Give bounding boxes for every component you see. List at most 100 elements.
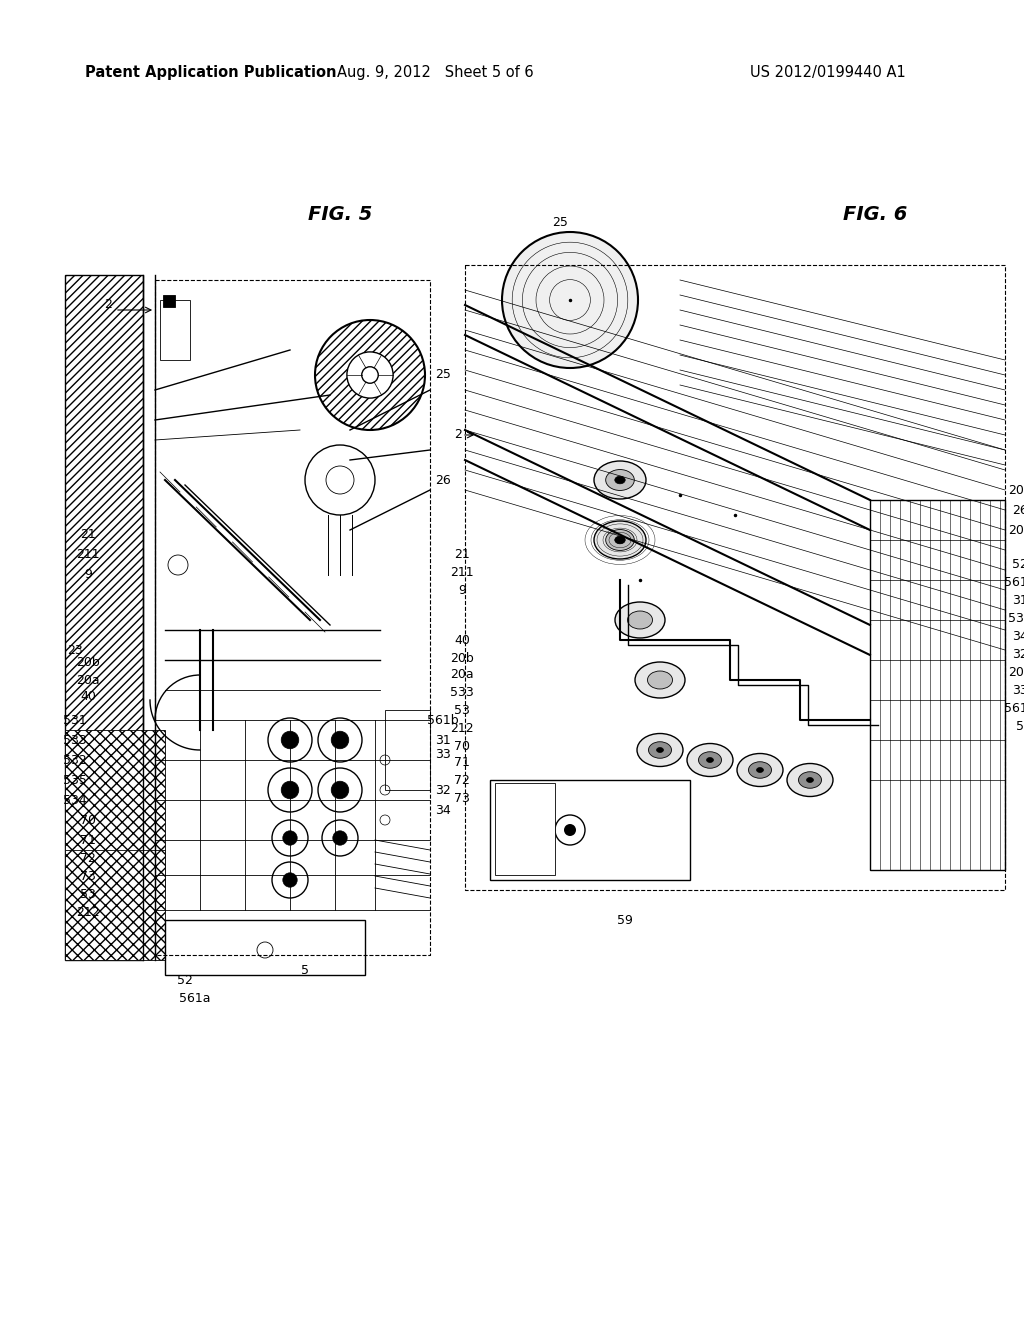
Text: 25: 25	[435, 368, 451, 381]
Text: 20b: 20b	[451, 652, 474, 664]
Text: 26: 26	[435, 474, 451, 487]
Circle shape	[283, 830, 297, 845]
Ellipse shape	[687, 743, 733, 776]
Text: 561b: 561b	[1005, 577, 1024, 590]
Ellipse shape	[647, 671, 673, 689]
Text: 533: 533	[451, 685, 474, 698]
Ellipse shape	[614, 536, 626, 544]
Ellipse shape	[635, 663, 685, 698]
Bar	[495, 783, 555, 875]
Text: 2: 2	[104, 297, 112, 310]
Text: 71: 71	[454, 756, 470, 770]
Text: 32: 32	[435, 784, 451, 796]
Text: 70: 70	[80, 813, 96, 826]
Text: 5: 5	[301, 964, 309, 977]
Ellipse shape	[799, 772, 821, 788]
Bar	[163, 294, 175, 308]
Circle shape	[318, 768, 362, 812]
Ellipse shape	[737, 754, 783, 787]
Text: 31: 31	[435, 734, 451, 747]
Ellipse shape	[787, 763, 833, 796]
Circle shape	[268, 718, 312, 762]
Ellipse shape	[594, 521, 646, 558]
Text: 211: 211	[76, 549, 99, 561]
Ellipse shape	[637, 734, 683, 767]
Ellipse shape	[707, 758, 714, 763]
Text: 212: 212	[76, 906, 99, 919]
Ellipse shape	[749, 762, 771, 779]
Text: Patent Application Publication: Patent Application Publication	[85, 65, 337, 79]
Bar	[870, 500, 1005, 870]
Ellipse shape	[615, 602, 665, 638]
Text: 531: 531	[63, 714, 87, 726]
Text: 211: 211	[451, 565, 474, 578]
Text: 20a: 20a	[1009, 665, 1024, 678]
Text: 34: 34	[1012, 630, 1024, 643]
Bar	[490, 780, 690, 880]
Text: Aug. 9, 2012   Sheet 5 of 6: Aug. 9, 2012 Sheet 5 of 6	[337, 65, 534, 79]
Text: 9: 9	[458, 583, 466, 597]
Circle shape	[318, 718, 362, 762]
Circle shape	[331, 781, 349, 799]
Text: 9: 9	[84, 569, 92, 582]
Circle shape	[282, 781, 299, 799]
Text: 26: 26	[1012, 503, 1024, 516]
Circle shape	[326, 466, 354, 494]
Text: 31: 31	[1012, 594, 1024, 606]
Text: 20a: 20a	[1009, 524, 1024, 536]
Ellipse shape	[698, 752, 722, 768]
Ellipse shape	[606, 529, 634, 550]
Circle shape	[282, 731, 299, 748]
Text: 23: 23	[68, 644, 83, 656]
Bar	[65, 275, 143, 960]
Text: 73: 73	[80, 870, 96, 883]
Text: 5: 5	[1016, 719, 1024, 733]
Bar	[65, 850, 165, 960]
Text: 40: 40	[454, 634, 470, 647]
Circle shape	[268, 768, 312, 812]
Text: FIG. 5: FIG. 5	[308, 206, 372, 224]
Circle shape	[272, 862, 308, 898]
Text: 70: 70	[454, 739, 470, 752]
Text: FIG. 6: FIG. 6	[843, 206, 907, 224]
Ellipse shape	[807, 777, 813, 783]
Text: 53: 53	[454, 704, 470, 717]
Ellipse shape	[757, 767, 764, 772]
Ellipse shape	[606, 470, 634, 491]
Circle shape	[283, 873, 297, 887]
Text: 33: 33	[1012, 684, 1024, 697]
Ellipse shape	[648, 742, 672, 758]
Text: 561b: 561b	[427, 714, 459, 726]
Bar	[385, 710, 430, 789]
Text: 72: 72	[454, 774, 470, 787]
Text: 52: 52	[1012, 558, 1024, 572]
Ellipse shape	[628, 611, 652, 630]
Circle shape	[305, 445, 375, 515]
Text: 34: 34	[435, 804, 451, 817]
Bar	[165, 920, 365, 975]
Text: 40: 40	[80, 690, 96, 704]
Text: 20a: 20a	[76, 673, 99, 686]
Text: 71: 71	[80, 833, 96, 846]
Bar	[160, 300, 190, 360]
Text: 21: 21	[80, 528, 96, 541]
Text: 561a: 561a	[179, 991, 211, 1005]
Circle shape	[564, 824, 575, 836]
Text: 53: 53	[80, 888, 96, 902]
Circle shape	[347, 352, 393, 399]
Circle shape	[272, 820, 308, 855]
Text: 533: 533	[1008, 611, 1024, 624]
Text: 20b: 20b	[1008, 483, 1024, 496]
Text: 561a: 561a	[1005, 701, 1024, 714]
Circle shape	[322, 820, 358, 855]
Circle shape	[333, 830, 347, 845]
Ellipse shape	[656, 747, 664, 752]
Text: 535: 535	[63, 774, 87, 787]
Text: 25: 25	[552, 215, 568, 228]
Bar	[65, 730, 165, 890]
Text: 534: 534	[63, 793, 87, 807]
Circle shape	[331, 731, 349, 748]
Text: 212: 212	[451, 722, 474, 734]
Text: 20a: 20a	[451, 668, 474, 681]
Text: 52: 52	[177, 974, 193, 986]
